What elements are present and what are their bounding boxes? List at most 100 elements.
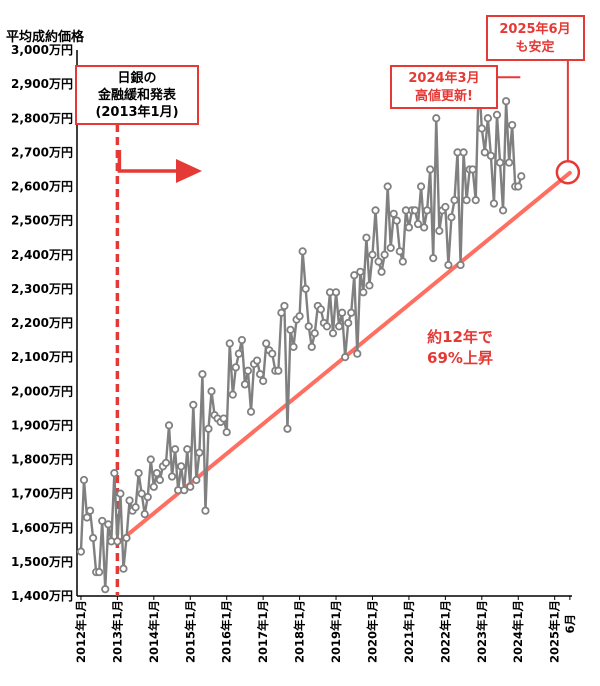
x-tick-label: 2018年1月 bbox=[293, 600, 307, 663]
data-point bbox=[192, 475, 201, 485]
data-point bbox=[259, 376, 268, 386]
data-point bbox=[398, 257, 407, 266]
data-point bbox=[207, 387, 216, 396]
stable-highlight-circle bbox=[555, 160, 581, 185]
data-point bbox=[498, 206, 508, 215]
data-point bbox=[177, 462, 186, 471]
data-point bbox=[79, 475, 89, 485]
x-tick-label: 2025年1月 bbox=[548, 600, 562, 663]
data-point bbox=[371, 206, 380, 215]
data-point bbox=[486, 151, 496, 160]
data-point bbox=[164, 421, 174, 430]
data-point bbox=[359, 288, 368, 297]
data-point bbox=[186, 482, 195, 491]
data-point bbox=[252, 356, 262, 365]
data-point bbox=[334, 322, 344, 331]
data-point bbox=[307, 342, 316, 351]
y-tick-labels: 3,000万円 2,900万円 2,800万円 2,700万円 2,600万円 2,500… bbox=[11, 43, 73, 603]
x-tick-label: 6月 bbox=[563, 614, 577, 634]
y-tick-label: 2,500万円 bbox=[11, 214, 73, 228]
data-point bbox=[423, 206, 432, 215]
y-tick-label: 2,000万円 bbox=[11, 384, 73, 398]
data-point bbox=[432, 114, 441, 123]
data-point bbox=[110, 469, 119, 478]
x-tick-label: 2013年1月 bbox=[110, 600, 124, 663]
data-point bbox=[167, 472, 177, 481]
x-tick-label: 2015年1月 bbox=[183, 600, 197, 663]
data-point bbox=[310, 329, 319, 338]
data-point bbox=[152, 469, 161, 478]
y-tick-label: 2,200万円 bbox=[11, 316, 73, 330]
data-point bbox=[374, 257, 383, 266]
data-point bbox=[322, 322, 332, 331]
data-point bbox=[426, 165, 435, 174]
high-callout-line: 高値更新! bbox=[415, 88, 473, 104]
y-tick-label: 1,500万円 bbox=[11, 555, 73, 569]
data-point bbox=[395, 247, 404, 256]
x-tick-label: 2024年1月 bbox=[511, 600, 525, 663]
boj-arrow-head bbox=[176, 159, 202, 183]
data-point bbox=[444, 260, 453, 270]
boj-callout-line: (2013年1月) bbox=[95, 104, 178, 120]
data-point bbox=[389, 209, 398, 218]
data-point bbox=[441, 202, 450, 212]
data-point bbox=[243, 366, 253, 375]
data-point bbox=[201, 506, 210, 515]
data-point bbox=[416, 182, 426, 191]
data-point bbox=[483, 114, 492, 123]
x-tick-label: 2016年1月 bbox=[220, 600, 234, 663]
x-tick-label: 2020年1月 bbox=[365, 600, 379, 663]
data-point bbox=[347, 308, 356, 317]
data-point bbox=[377, 267, 386, 276]
data-point bbox=[204, 424, 213, 433]
data-point bbox=[420, 223, 429, 232]
y-tick-label: 1,900万円 bbox=[11, 418, 73, 432]
data-point bbox=[140, 509, 149, 519]
data-point bbox=[495, 158, 505, 167]
data-point bbox=[456, 260, 465, 270]
data-point bbox=[295, 312, 304, 321]
data-point bbox=[225, 339, 234, 348]
data-point bbox=[116, 489, 125, 498]
data-point bbox=[344, 318, 353, 328]
data-point bbox=[280, 301, 289, 311]
high-callout-line: 2024年3月 bbox=[408, 70, 479, 86]
x-tick-label: 2022年1月 bbox=[438, 600, 452, 663]
data-point bbox=[508, 120, 517, 130]
data-point bbox=[143, 492, 152, 502]
data-point bbox=[383, 182, 392, 191]
data-point bbox=[514, 182, 523, 191]
data-point bbox=[137, 489, 146, 498]
data-point bbox=[119, 564, 128, 573]
data-point bbox=[183, 445, 192, 454]
data-point bbox=[95, 568, 104, 577]
boj-callout-line: 日銀の bbox=[117, 70, 156, 86]
data-point bbox=[131, 503, 140, 512]
data-point bbox=[240, 380, 250, 389]
data-point bbox=[76, 547, 86, 556]
trend-note-line: 約12年で bbox=[427, 328, 493, 346]
y-tick-label: 2,400万円 bbox=[11, 248, 73, 262]
data-point bbox=[262, 339, 271, 348]
data-point bbox=[304, 322, 313, 331]
data-point bbox=[180, 486, 189, 495]
stable-callout-line: 2025年6月 bbox=[499, 21, 570, 37]
data-point bbox=[489, 199, 499, 208]
data-point bbox=[134, 469, 143, 478]
data-point bbox=[341, 353, 350, 362]
data-point bbox=[386, 243, 395, 253]
axes bbox=[76, 50, 572, 597]
data-point bbox=[155, 475, 164, 485]
data-point bbox=[429, 254, 438, 263]
y-tick-label: 2,100万円 bbox=[11, 350, 73, 364]
data-point bbox=[274, 366, 283, 375]
y-tick-label: 2,900万円 bbox=[11, 77, 73, 91]
data-point bbox=[228, 390, 237, 399]
data-point bbox=[98, 516, 107, 526]
y-tick-label: 1,400万円 bbox=[11, 589, 73, 603]
data-point bbox=[170, 445, 180, 454]
y-tick-label: 1,700万円 bbox=[11, 487, 73, 501]
data-point bbox=[410, 206, 420, 215]
